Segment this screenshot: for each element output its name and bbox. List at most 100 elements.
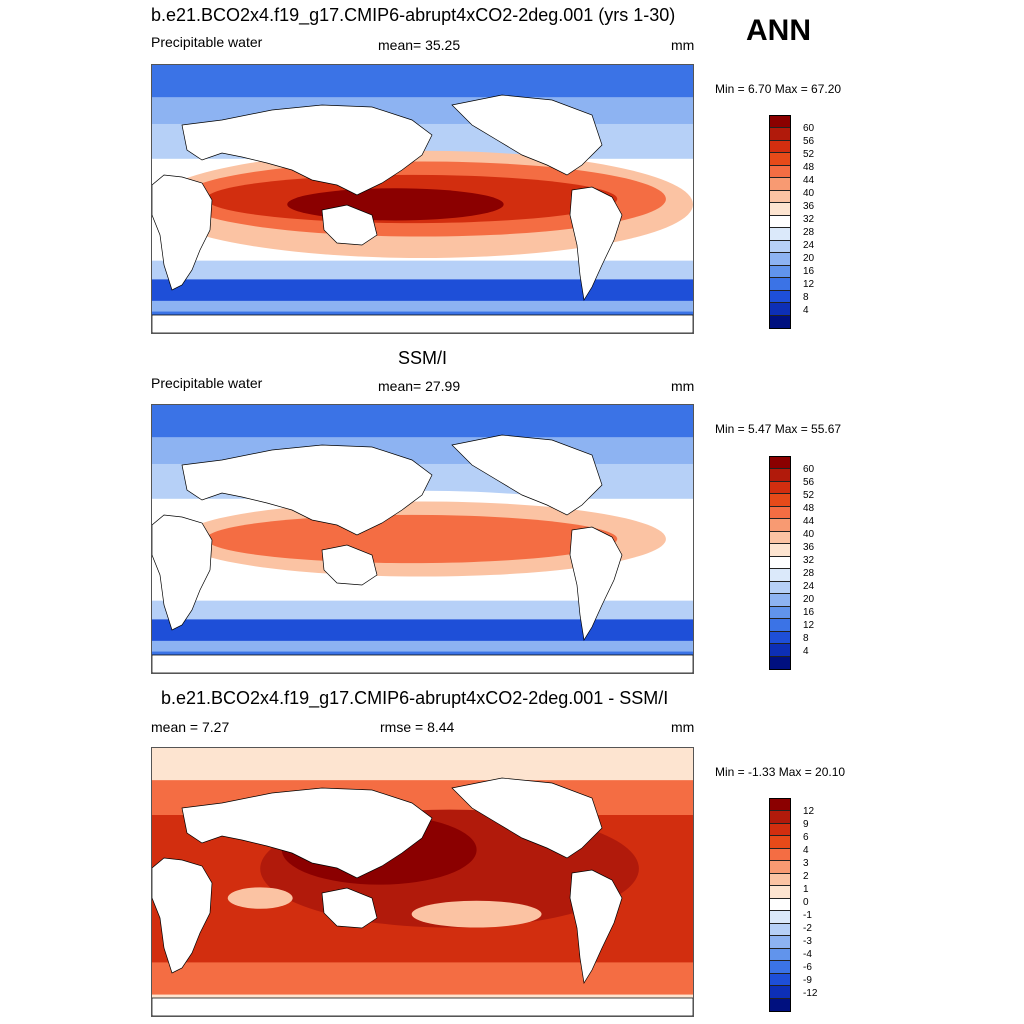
colorbar-swatch xyxy=(770,481,790,495)
colorbar-swatch xyxy=(770,811,790,824)
colorbar-swatch xyxy=(770,190,790,204)
panel-3-minmax: Min = -1.33 Max = 20.10 xyxy=(715,765,846,779)
panel-2-mean: mean= 27.99 xyxy=(378,378,461,394)
cb1-label-5: 40 xyxy=(803,188,815,199)
colorbar-swatch xyxy=(770,594,790,607)
cb1-label-7: 32 xyxy=(803,214,815,225)
colorbar-swatch xyxy=(770,178,790,191)
colorbar-swatch xyxy=(770,631,790,645)
cb1-label-13: 8 xyxy=(803,292,809,303)
cb2-label-4: 44 xyxy=(803,516,815,527)
cb3-label-9: -2 xyxy=(803,923,812,934)
colorbar-swatch xyxy=(770,581,790,595)
colorbar-swatch xyxy=(770,303,790,316)
colorbar-swatch xyxy=(770,898,790,912)
colorbar-swatch xyxy=(770,165,790,179)
panel-3-rmse: rmse = 8.44 xyxy=(380,719,455,735)
cb3-label-1: 9 xyxy=(803,819,809,830)
panel-1-units: mm xyxy=(671,37,695,53)
colorbar-swatch xyxy=(770,923,790,937)
cb3-label-6: 1 xyxy=(803,884,809,895)
colorbar-swatch xyxy=(770,278,790,291)
cb1-label-14: 4 xyxy=(803,305,809,316)
colorbar-swatch xyxy=(770,936,790,949)
colorbar-swatch xyxy=(770,240,790,254)
colorbar-swatch xyxy=(770,469,790,482)
cb3-label-5: 2 xyxy=(803,871,809,882)
colorbar-swatch xyxy=(770,215,790,229)
colorbar-swatch xyxy=(770,556,790,570)
cb3-label-8: -1 xyxy=(803,910,812,921)
cb1-label-10: 20 xyxy=(803,253,815,264)
cb2-label-14: 4 xyxy=(803,646,809,657)
cb1-label-3: 48 xyxy=(803,162,815,173)
panel-3-title: b.e21.BCO2x4.f19_g17.CMIP6-abrupt4xCO2-2… xyxy=(161,688,669,708)
cb2-label-9: 24 xyxy=(803,581,815,592)
cb2-label-10: 20 xyxy=(803,594,815,605)
panel-2-variable-label: Precipitable water xyxy=(151,375,263,391)
colorbar-swatch xyxy=(770,519,790,532)
cb3-label-0: 12 xyxy=(803,806,815,817)
colorbar-swatch xyxy=(770,619,790,632)
colorbar-swatch xyxy=(770,848,790,862)
cb2-label-12: 12 xyxy=(803,620,815,631)
panel-2-minmax: Min = 5.47 Max = 55.67 xyxy=(715,422,842,436)
cb2-label-0: 60 xyxy=(803,464,815,475)
colorbar-swatch xyxy=(770,799,790,812)
colorbar-swatch xyxy=(770,116,790,129)
cb2-label-11: 16 xyxy=(803,607,815,618)
cb1-label-9: 24 xyxy=(803,240,815,251)
colorbar-swatch xyxy=(770,569,790,582)
colorbar-swatch xyxy=(770,140,790,154)
colorbar-swatch xyxy=(770,973,790,987)
cb1-label-6: 36 xyxy=(803,201,815,212)
panel-1-map-svg xyxy=(152,65,693,333)
panel-1-variable-label: Precipitable water xyxy=(151,34,263,50)
cb1-label-0: 60 xyxy=(803,123,815,134)
cb3-label-3: 4 xyxy=(803,845,809,856)
colorbar-swatch xyxy=(770,290,790,304)
cb3-label-11: -4 xyxy=(803,949,812,960)
panel-2-title: SSM/I xyxy=(398,348,448,368)
panel-1-colorbar xyxy=(769,115,791,329)
cb1-label-2: 52 xyxy=(803,149,815,160)
panel-3-units: mm xyxy=(671,719,695,735)
cb2-label-5: 40 xyxy=(803,529,815,540)
panel-3-mean: mean = 7.27 xyxy=(151,719,230,735)
colorbar-swatch xyxy=(770,911,790,924)
colorbar-swatch xyxy=(770,228,790,241)
cb3-label-13: -9 xyxy=(803,975,812,986)
colorbar-swatch xyxy=(770,644,790,657)
panel-3-map xyxy=(151,747,694,1017)
panel-2-map xyxy=(151,404,694,674)
cb1-label-12: 12 xyxy=(803,279,815,290)
colorbar-swatch xyxy=(770,265,790,279)
colorbar-swatch xyxy=(770,836,790,849)
colorbar-swatch xyxy=(770,457,790,470)
cb2-label-13: 8 xyxy=(803,633,809,644)
panel-3-map-svg xyxy=(152,748,693,1016)
cb2-label-3: 48 xyxy=(803,503,815,514)
colorbar-swatch xyxy=(770,986,790,999)
colorbar-swatch xyxy=(770,998,790,1011)
colorbar-swatch xyxy=(770,606,790,620)
panel-2-units: mm xyxy=(671,378,695,394)
season-label: ANN xyxy=(746,14,811,47)
panel-3-colorbar xyxy=(769,798,791,1012)
cb3-label-2: 6 xyxy=(803,832,809,843)
colorbar-swatch xyxy=(770,544,790,557)
colorbar-swatch xyxy=(770,656,790,669)
colorbar-swatch xyxy=(770,886,790,899)
colorbar-swatch xyxy=(770,506,790,520)
cb1-label-4: 44 xyxy=(803,175,815,186)
colorbar-swatch xyxy=(770,494,790,507)
panel-2-map-svg xyxy=(152,405,693,673)
cb3-label-7: 0 xyxy=(803,897,809,908)
colorbar-swatch xyxy=(770,253,790,266)
colorbar-swatch xyxy=(770,948,790,962)
panel-1-title: b.e21.BCO2x4.f19_g17.CMIP6-abrupt4xCO2-2… xyxy=(151,5,676,25)
cb3-label-10: -3 xyxy=(803,936,812,947)
panel-1-mean: mean= 35.25 xyxy=(378,37,461,53)
cb2-label-1: 56 xyxy=(803,477,815,488)
colorbar-swatch xyxy=(770,128,790,141)
